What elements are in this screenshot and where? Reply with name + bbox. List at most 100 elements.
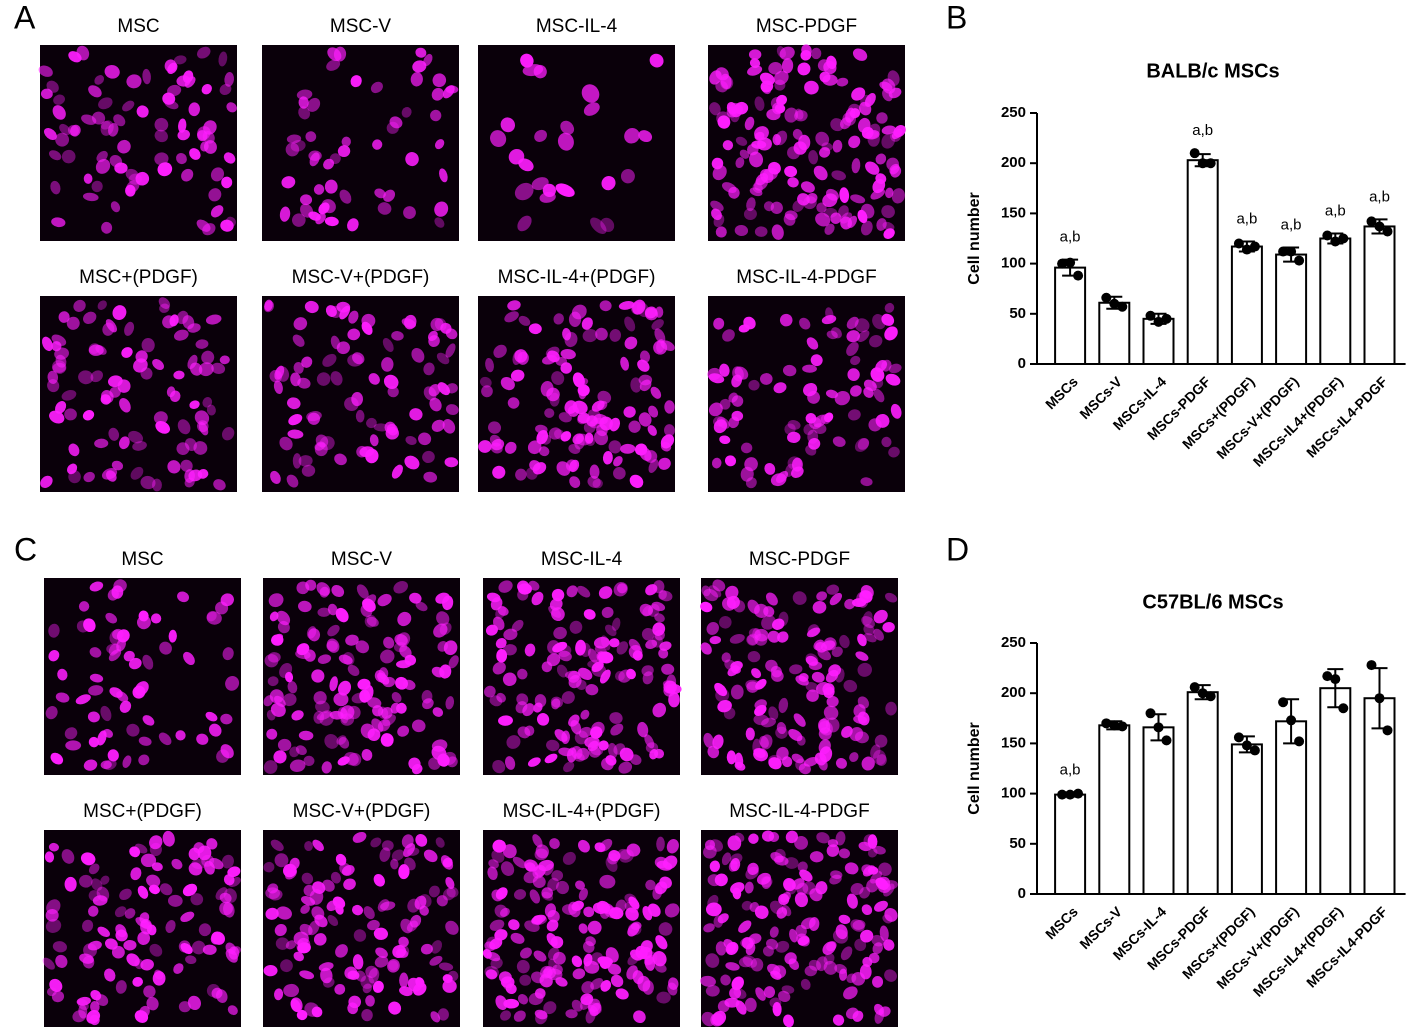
data-point bbox=[1117, 301, 1128, 312]
cell-nucleus bbox=[100, 875, 110, 885]
cell-nucleus bbox=[745, 727, 755, 741]
cell-nucleus bbox=[783, 1014, 794, 1028]
cell-nucleus bbox=[645, 308, 659, 321]
cell-nucleus bbox=[218, 51, 228, 67]
cell-nucleus bbox=[658, 457, 671, 470]
cell-nucleus bbox=[366, 417, 377, 429]
cell-nucleus bbox=[191, 858, 207, 870]
cell-nucleus bbox=[748, 379, 760, 391]
cell-nucleus bbox=[498, 971, 512, 984]
cell-nucleus bbox=[883, 939, 895, 951]
cell-nucleus bbox=[492, 661, 506, 675]
cell-nucleus bbox=[847, 409, 861, 421]
cell-nucleus bbox=[731, 395, 744, 407]
cell-nucleus bbox=[282, 693, 297, 707]
cell-nucleus bbox=[858, 841, 872, 852]
cell-nucleus bbox=[784, 857, 799, 869]
cell-nucleus bbox=[754, 633, 768, 646]
cell-nucleus bbox=[491, 438, 505, 451]
cell-nucleus bbox=[881, 313, 895, 326]
cell-nucleus bbox=[335, 944, 348, 958]
cell-nucleus bbox=[277, 738, 292, 752]
cell-nucleus bbox=[335, 607, 349, 623]
cell-nucleus bbox=[779, 46, 795, 60]
cell-nucleus bbox=[564, 400, 578, 415]
cell-nucleus bbox=[197, 420, 209, 433]
annotation: a,b bbox=[1060, 229, 1081, 246]
cell-nucleus bbox=[776, 94, 788, 106]
cell-nucleus bbox=[55, 132, 70, 147]
cell-nucleus bbox=[846, 316, 859, 330]
cell-nucleus bbox=[159, 303, 170, 313]
cell-nucleus bbox=[624, 336, 638, 350]
cell-nucleus bbox=[724, 455, 737, 467]
cell-nucleus bbox=[770, 970, 782, 980]
cell-nucleus bbox=[830, 118, 844, 132]
cell-nucleus bbox=[187, 323, 201, 333]
cell-nucleus bbox=[548, 427, 562, 440]
cell-nucleus bbox=[497, 606, 509, 616]
cell-nucleus bbox=[872, 314, 886, 330]
cell-nucleus bbox=[781, 905, 792, 917]
cell-nucleus bbox=[180, 459, 193, 472]
data-point bbox=[1065, 789, 1076, 800]
cell-nucleus bbox=[428, 757, 441, 770]
cell-nucleus bbox=[556, 461, 571, 476]
cell-nucleus bbox=[749, 151, 764, 168]
cell-nucleus bbox=[596, 651, 608, 663]
cell-nucleus bbox=[338, 736, 350, 749]
cell-nucleus bbox=[794, 110, 808, 122]
cell-nucleus bbox=[324, 733, 339, 749]
cell-nucleus bbox=[113, 579, 127, 593]
cell-nucleus bbox=[493, 344, 507, 358]
data-point bbox=[1145, 708, 1156, 719]
bar bbox=[1363, 225, 1396, 365]
cell-nucleus bbox=[478, 440, 492, 453]
cell-nucleus bbox=[206, 610, 217, 622]
cell-nucleus bbox=[300, 194, 313, 206]
cell-nucleus bbox=[543, 1001, 557, 1015]
cell-nucleus bbox=[491, 849, 505, 863]
cell-nucleus bbox=[322, 353, 337, 367]
cell-nucleus bbox=[823, 686, 835, 699]
cell-nucleus bbox=[434, 318, 447, 331]
cell-nucleus bbox=[223, 901, 235, 918]
cell-nucleus bbox=[709, 70, 722, 85]
cell-nucleus bbox=[433, 623, 448, 638]
cell-nucleus bbox=[317, 654, 332, 664]
cell-nucleus bbox=[725, 962, 740, 971]
cell-nucleus bbox=[196, 126, 211, 141]
cell-nucleus bbox=[331, 584, 345, 598]
cell-nucleus bbox=[327, 603, 338, 616]
cell-nucleus bbox=[222, 647, 234, 661]
cell-nucleus bbox=[551, 588, 565, 602]
cell-nucleus bbox=[750, 957, 764, 972]
cell-nucleus bbox=[119, 700, 132, 713]
cell-nucleus bbox=[107, 749, 119, 762]
cell-nucleus bbox=[432, 73, 447, 88]
cell-nucleus bbox=[373, 927, 389, 940]
cell-nucleus bbox=[703, 923, 715, 933]
cell-nucleus bbox=[286, 134, 302, 144]
cell-nucleus bbox=[884, 969, 897, 982]
cell-nucleus bbox=[428, 885, 440, 898]
cell-nucleus bbox=[583, 609, 596, 620]
cell-nucleus bbox=[658, 922, 673, 936]
cell-nucleus bbox=[846, 330, 860, 343]
cell-nucleus bbox=[726, 595, 740, 609]
cell-nucleus bbox=[173, 329, 189, 341]
cell-nucleus bbox=[885, 187, 894, 199]
cell-nucleus bbox=[561, 730, 571, 745]
cell-nucleus bbox=[620, 356, 630, 371]
cell-nucleus bbox=[324, 216, 339, 227]
cell-nucleus bbox=[730, 684, 744, 700]
cell-nucleus bbox=[549, 838, 560, 849]
cell-nucleus bbox=[876, 876, 891, 890]
cell-nucleus bbox=[778, 611, 789, 627]
cell-nucleus bbox=[778, 697, 789, 714]
cell-nucleus bbox=[274, 853, 289, 868]
cell-nucleus bbox=[142, 715, 155, 726]
cell-nucleus bbox=[806, 627, 821, 638]
cell-nucleus bbox=[752, 628, 761, 641]
cell-nucleus bbox=[351, 391, 363, 407]
